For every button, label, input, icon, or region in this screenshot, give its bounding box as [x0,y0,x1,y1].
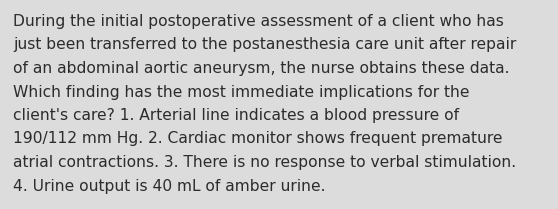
Text: During the initial postoperative assessment of a client who has: During the initial postoperative assessm… [13,14,504,29]
Text: client's care? 1. Arterial line indicates a blood pressure of: client's care? 1. Arterial line indicate… [13,108,459,123]
Text: 190/112 mm Hg. 2. Cardiac monitor shows frequent premature: 190/112 mm Hg. 2. Cardiac monitor shows … [13,131,503,147]
Text: just been transferred to the postanesthesia care unit after repair: just been transferred to the postanesthe… [13,37,516,52]
Text: of an abdominal aortic aneurysm, the nurse obtains these data.: of an abdominal aortic aneurysm, the nur… [13,61,509,76]
Text: 4. Urine output is 40 mL of amber urine.: 4. Urine output is 40 mL of amber urine. [13,178,325,194]
Text: atrial contractions. 3. There is no response to verbal stimulation.: atrial contractions. 3. There is no resp… [13,155,516,170]
Text: Which finding has the most immediate implications for the: Which finding has the most immediate imp… [13,84,469,99]
